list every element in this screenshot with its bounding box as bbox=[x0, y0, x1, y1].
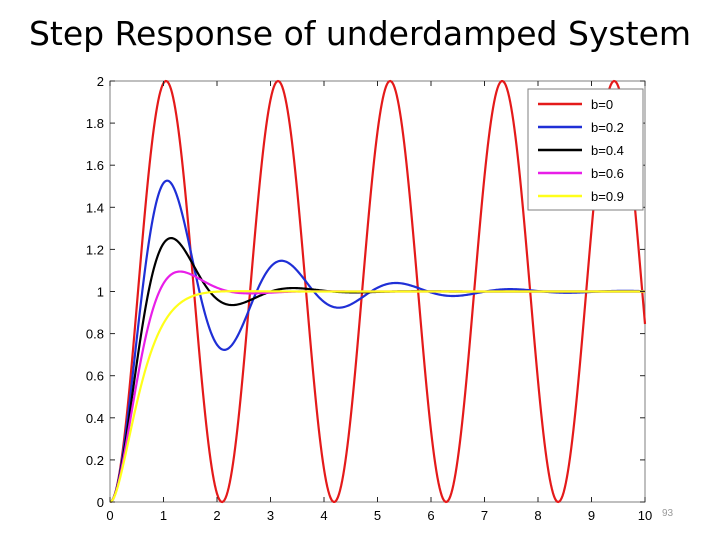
slide-number: 93 bbox=[662, 508, 674, 519]
x-tick-label: 6 bbox=[427, 508, 434, 523]
tick-layer: 0 1 2 3 4 5 6 7 8 9 10 0 0.2 0.4 0.6 0.8 1 1.2 1.4 1.6 1.8 2 bbox=[86, 74, 652, 523]
legend: b=0 b=0.2 b=0.4 b=0.6 b=0.9 bbox=[527, 88, 644, 211]
series-line-b-0 bbox=[109, 79, 647, 504]
series-layer bbox=[109, 79, 647, 504]
x-tick-label: 7 bbox=[481, 508, 488, 523]
legend-label: b=0.9 bbox=[591, 189, 624, 204]
x-tick-label: 4 bbox=[320, 508, 327, 523]
y-tick-label: 1.4 bbox=[86, 200, 104, 215]
slide-title: Step Response of underdamped System bbox=[28, 14, 692, 53]
x-tick-label: 3 bbox=[267, 508, 274, 523]
x-tick-label: 1 bbox=[160, 508, 167, 523]
y-tick-label: 0 bbox=[97, 495, 104, 510]
x-tick-label: 8 bbox=[534, 508, 541, 523]
y-tick-label: 2 bbox=[97, 74, 104, 89]
x-tick-label: 9 bbox=[588, 508, 595, 523]
legend-label: b=0 bbox=[591, 97, 613, 112]
y-tick-label: 1.8 bbox=[86, 116, 104, 131]
legend-label: b=0.4 bbox=[591, 143, 624, 158]
y-tick-label: 0.6 bbox=[86, 369, 104, 384]
legend-label: b=0.6 bbox=[591, 166, 624, 181]
x-tick-label: 5 bbox=[374, 508, 381, 523]
x-tick-label: 10 bbox=[638, 508, 652, 523]
series-line-b-0-9 bbox=[109, 290, 645, 504]
y-tick-label: 0.4 bbox=[86, 411, 104, 426]
y-tick-label: 0.8 bbox=[86, 327, 104, 342]
y-tick-label: 1 bbox=[97, 285, 104, 300]
legend-label: b=0.2 bbox=[591, 120, 624, 135]
x-tick-label: 2 bbox=[213, 508, 220, 523]
y-tick-label: 1.2 bbox=[86, 242, 104, 257]
y-tick-label: 1.6 bbox=[86, 158, 104, 173]
y-tick-label: 0.2 bbox=[86, 453, 104, 468]
x-tick-label: 0 bbox=[106, 508, 113, 523]
